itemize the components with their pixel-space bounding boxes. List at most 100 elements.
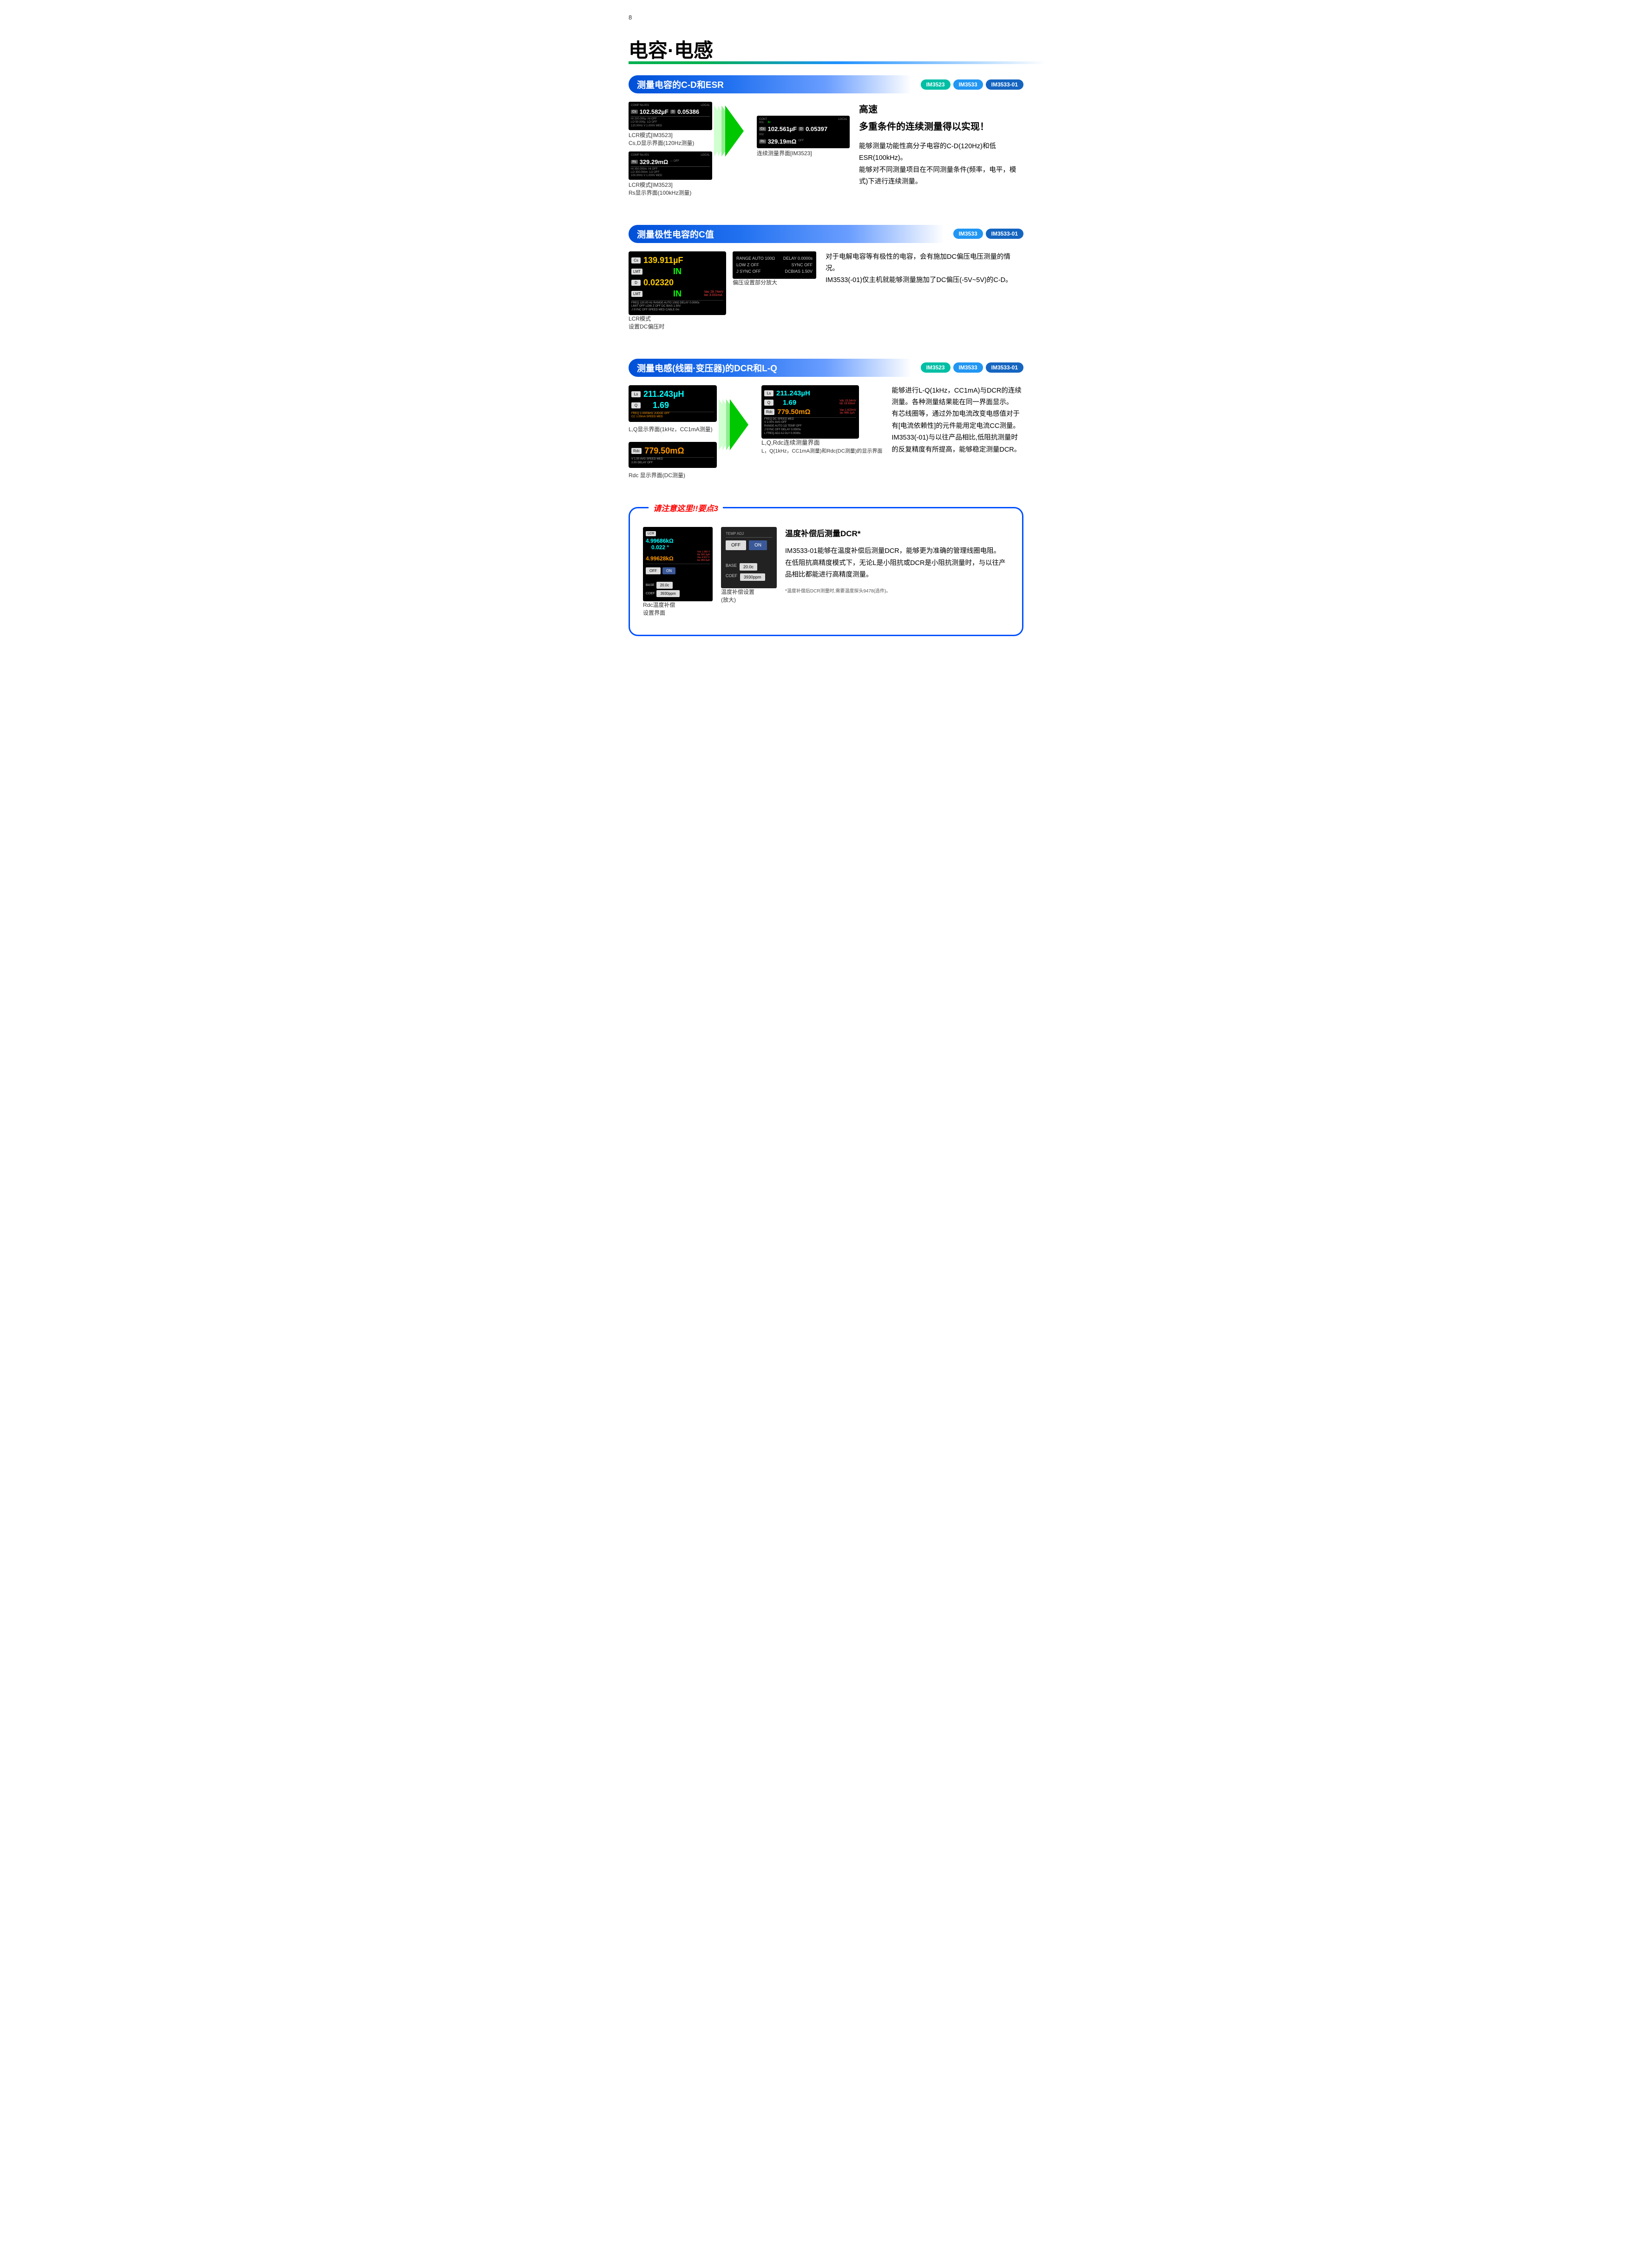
lq-label: L,Q显示界面(1kHz，CC1mA测量) <box>629 426 717 434</box>
section-3-header: 测量电感(线圈·变压器)的DCR和L-Q IM3523 IM3533 IM353… <box>629 359 1023 377</box>
base-val: 20.0c <box>656 582 673 589</box>
z-off: OFF <box>726 540 746 550</box>
sec1-h1: 高速 <box>859 102 1023 118</box>
lcr-screen-rs: COMP No.001LOCAL Rs329.29mΩ--- OFF HI 35… <box>629 151 712 180</box>
lcr2-freq: 100.00Hz <box>631 174 643 177</box>
combo-label: L,Q,Rdc连续测量界面 <box>761 439 882 447</box>
sec2-p2: IM3533(-01)仅主机就能够测量施加了DC偏压(-5V~5V)的C-D。 <box>826 275 1023 286</box>
r-l5: J SYNC OFF <box>736 268 761 275</box>
note-box: 请注意这里!!要点3 LCR 4.99686kΩ 0.022 ° 4.99628… <box>629 507 1023 636</box>
cont-cs: 102.561µF <box>768 125 797 132</box>
z-on: ON <box>749 540 767 550</box>
temp-zoom: TEMP ADJ OFFON BASE20.0c COEF3930ppm <box>721 527 777 588</box>
lcr1-local: LOCAL <box>701 104 710 107</box>
note-heading: 温度补偿后测量DCR* <box>785 527 1009 541</box>
section-1-title: 测量电容的C-D和ESR <box>629 75 911 93</box>
arrow-icon <box>725 105 744 157</box>
q-btn: Q <box>764 400 774 406</box>
tag-im3533-01: IM3533-01 <box>986 229 1023 239</box>
temp-screen: LCR 4.99686kΩ 0.022 ° 4.99628kΩ Vdc 1.96… <box>643 527 713 601</box>
lcr1-v: 1.000V <box>646 125 655 127</box>
cs-chip: Cs <box>631 110 638 114</box>
r-l2: DELAY 0.0000s <box>783 255 813 262</box>
lcr-screen-csd: COMP No.001LOCAL Cs102.582µFD0.05386 HI … <box>629 102 712 130</box>
main-title: 电容·电感 <box>629 35 1023 64</box>
coef-lbl: COEF <box>646 592 655 595</box>
zoom-label: 温度补偿设置 (放大) <box>721 588 777 604</box>
r-l3: LOW Z OFF <box>736 262 759 268</box>
section-3-title: 测量电感(线圈·变压器)的DCR和L-Q <box>629 359 911 377</box>
off-btn: OFF <box>646 567 661 574</box>
sec3-p2: 有芯线圈等，通过外加电流改变电感值对于有[电流依赖性]的元件能用定电流CC测量。 <box>892 408 1023 432</box>
section-2-header: 测量极性电容的C值 IM3533 IM3533-01 <box>629 225 1023 243</box>
sec1-p1: 能够测量功能性高分子电容的C-D(120Hz)和低ESR(100kHz)。 <box>859 141 1023 164</box>
combo-label-b: L，Q(1kHz，CC1mA测量)和Rdc(DC测量)的显示界面 <box>761 448 882 455</box>
z-coef: COEF <box>726 573 737 581</box>
cont-n1: 001 <box>759 121 764 124</box>
t-r2: 0.022 ° <box>651 544 710 551</box>
lcr1-off: HI OFF <box>648 118 657 120</box>
ls-btn: Ls <box>764 390 774 396</box>
section-1-content: COMP No.001LOCAL Cs102.582µFD0.05386 HI … <box>629 102 1023 202</box>
ls-btn: Ls <box>631 391 641 397</box>
d-chip: D <box>670 110 675 114</box>
c-ls: 211.243µH <box>776 389 810 397</box>
rdc-info: V 1.00 AVG SPEED MED 2.00 DELAY OFF <box>631 457 714 465</box>
section-2-content: Cs139.911µF LMTIN D0.02320 LMTINVac 28.7… <box>629 251 1023 335</box>
section-2-title: 测量极性电容的C值 <box>629 225 944 243</box>
tag-im3523: IM3523 <box>921 79 951 90</box>
rs-off: --- OFF <box>670 160 679 163</box>
combo-info: FREQ DC SPEED MED V 2.00V AVG OFF RANGE … <box>764 417 856 436</box>
sec3-p1: 能够进行L-Q(1kHz，CC1mA)与DCR的连续测量。各种测量结果能在同一界… <box>892 385 1023 409</box>
combo-screen: Ls211.243µH Q1.69Vdc 15.54mVIdc 19.93mA … <box>761 385 859 439</box>
lcr-bias-screen: Cs139.911µF LMTIN D0.02320 LMTINVac 28.7… <box>629 251 726 315</box>
sec2-lbl1: LCR模式 设置DC偏压时 <box>629 315 726 331</box>
on-btn: ON <box>662 567 675 574</box>
lmt-btn: LMT <box>631 269 642 275</box>
cont-screen: CONTLOCAL 001 IN Cs102.561µFD0.05397 002… <box>757 116 850 148</box>
t-r1: 4.99686kΩ <box>646 538 710 544</box>
rdc-btn: Rdc <box>764 409 774 415</box>
d-value: 0.05386 <box>677 108 699 115</box>
sec2-lbl2: 偏压设置部分放大 <box>733 279 816 287</box>
q-btn: Q <box>631 402 641 408</box>
cs-reading: 139.911µF <box>643 256 683 265</box>
cont-in: IN <box>767 121 770 124</box>
q-val: 1.69 <box>653 401 669 410</box>
z-base: BASE <box>726 563 737 571</box>
vac: Vac 28.74mV <box>704 290 723 294</box>
sec3-p3: IM3533(-01)与以往产品相比,低阻抗测量时的反复精度有所提高，能够稳定测… <box>892 432 1023 456</box>
tag-im3533-01: IM3533-01 <box>986 79 1023 90</box>
lcr2-hi: HI 350.000m <box>631 168 647 171</box>
cs-value: 102.582µF <box>640 108 669 115</box>
arrow-icon <box>730 399 748 450</box>
tag-im3533: IM3533 <box>953 229 983 239</box>
t-r3: 4.99628kΩ <box>646 555 674 562</box>
lcr1-freq: 120.00Hz <box>631 125 643 127</box>
lcr1-off2: LO OFF <box>647 121 657 124</box>
z-cv: 3930ppm <box>740 573 765 581</box>
cont-d-chip: D <box>799 127 804 131</box>
zoom-hdr: TEMP ADJ <box>726 532 772 538</box>
rdc-screen: Rdc779.50mΩ V 1.00 AVG SPEED MED 2.00 DE… <box>629 442 717 468</box>
section-3-content: Ls211.243µH Q1.69 FREQ 1.0000kHz JUDGE O… <box>629 385 1023 484</box>
note-footnote: *温度补偿后DCR测量时,需要温度探头9478(选件)。 <box>785 587 1009 596</box>
tag-im3523: IM3523 <box>921 362 951 373</box>
c-rdc: 779.50mΩ <box>777 408 810 416</box>
in2: IN <box>673 289 682 299</box>
coef-val: 3930ppm <box>656 590 679 597</box>
cont-off: OFF <box>798 139 804 143</box>
r-l4: SYNC OFF <box>791 262 813 268</box>
lcr2-label: LCR模式[IM3523] Rs显示界面(100kHz测量) <box>629 181 712 197</box>
note-title: 请注意这里!!要点3 <box>649 502 723 513</box>
rdc-val: 779.50mΩ <box>644 446 684 456</box>
lq-info: FREQ 1.0000kHz JUDGE OFF CC 1.00mA SPEED… <box>631 412 714 420</box>
cont-n2: 002 <box>759 133 764 136</box>
note-p1: IM3533-01能够在温度补偿后测量DCR，能够更为准确的管理线圈电阻。 <box>785 546 1009 557</box>
in1: IN <box>673 267 682 276</box>
cont-rs-chip: Rs <box>759 139 766 144</box>
rs-value: 329.29mΩ <box>640 158 669 165</box>
cs-btn: Cs <box>631 257 641 263</box>
lcr1-lo: LO 50.000µ <box>631 121 645 124</box>
cont-d: 0.05397 <box>806 125 827 132</box>
